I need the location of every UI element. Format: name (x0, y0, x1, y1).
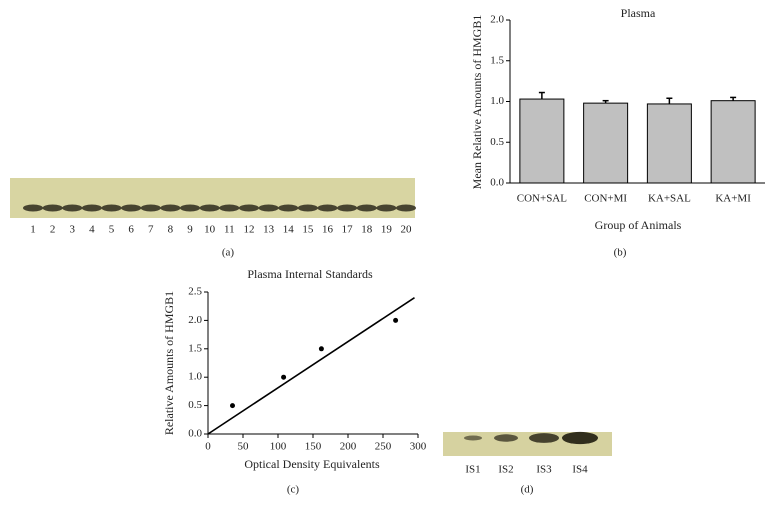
y-axis-label: Mean Relative Amounts of HMGB1 (470, 15, 484, 190)
band (23, 204, 43, 212)
lane-label: 5 (109, 224, 115, 236)
x-axis-label: Group of Animals (595, 218, 682, 232)
lane-label: IS4 (572, 464, 588, 476)
lane-label: 16 (322, 224, 334, 236)
y-tick-label: 2.0 (490, 14, 504, 26)
y-tick-label: 1.0 (490, 95, 504, 107)
y-tick-label: 2.0 (188, 314, 202, 326)
y-tick-label: 0.5 (490, 136, 504, 148)
lane-label: 4 (89, 224, 95, 236)
bar (710, 100, 756, 184)
band (238, 204, 259, 212)
band (464, 435, 482, 441)
chart-title: Plasma (621, 6, 656, 20)
x-tick-label: 100 (270, 441, 287, 453)
point (318, 346, 324, 352)
band (180, 204, 201, 212)
band (42, 204, 63, 212)
lane-label: 15 (302, 224, 314, 236)
x-tick-label: 50 (238, 441, 250, 453)
lane-label: 3 (70, 224, 76, 236)
point (281, 374, 287, 380)
band (219, 204, 240, 212)
y-tick-label: 1.0 (188, 371, 202, 383)
y-tick-label: 2.5 (188, 286, 202, 298)
trend-line (207, 297, 415, 435)
y-tick-label: 0.0 (490, 177, 504, 189)
band (81, 204, 102, 212)
band (297, 204, 318, 212)
x-tick-label: CON+MI (584, 193, 627, 205)
band (376, 204, 397, 212)
x-tick-label: 150 (305, 441, 322, 453)
x-tick-label: CON+SAL (517, 193, 567, 205)
lane-label: 10 (204, 224, 216, 236)
band (101, 204, 122, 212)
lane-label: 6 (128, 224, 134, 236)
band (160, 204, 181, 212)
lane-label: 20 (401, 224, 413, 236)
band (494, 434, 518, 442)
x-tick-label: KA+MI (715, 193, 751, 205)
band (337, 204, 358, 212)
caption: (d) (521, 484, 534, 496)
y-tick-label: 1.5 (188, 342, 202, 354)
x-tick-label: 250 (375, 441, 392, 453)
lane-label: 2 (50, 224, 56, 236)
point (393, 317, 399, 323)
lane-label: 1 (30, 224, 36, 236)
lane-label: 13 (263, 224, 275, 236)
lane-label: 7 (148, 224, 154, 236)
x-axis-label: Optical Density Equivalents (244, 457, 380, 471)
caption: (a) (222, 247, 235, 259)
band (529, 433, 559, 443)
band (140, 204, 161, 212)
lane-label: 11 (224, 224, 235, 236)
band (121, 204, 142, 212)
x-tick-label: 300 (410, 441, 427, 453)
lane-label: IS1 (465, 464, 480, 476)
band (278, 204, 299, 212)
lane-label: 8 (168, 224, 174, 236)
bar (583, 102, 629, 184)
bar (519, 98, 565, 184)
y-tick-label: 0.0 (188, 428, 202, 440)
y-tick-label: 1.5 (490, 54, 504, 66)
band (356, 204, 377, 212)
lane-label: 19 (381, 224, 393, 236)
band (62, 204, 83, 212)
lane-label: IS3 (536, 464, 552, 476)
point (230, 403, 235, 409)
band (258, 204, 279, 212)
chart-title: Plasma Internal Standards (247, 267, 373, 281)
bar (646, 103, 692, 184)
band (317, 204, 338, 212)
x-tick-label: 200 (340, 441, 357, 453)
y-tick-label: 0.5 (188, 399, 202, 411)
lane-label: 9 (187, 224, 193, 236)
lane-label: 14 (283, 224, 295, 236)
caption: (b) (614, 247, 627, 259)
y-axis-label: Relative Amounts of HMGB1 (162, 291, 176, 435)
caption: (c) (287, 484, 300, 496)
x-tick-label: KA+SAL (648, 193, 691, 205)
band (562, 431, 598, 445)
x-tick-label: 0 (205, 441, 211, 453)
blot-a (10, 178, 415, 218)
lane-label: 18 (361, 224, 373, 236)
band (199, 204, 220, 212)
lane-label: 17 (342, 224, 354, 236)
lane-label: IS2 (498, 464, 513, 476)
lane-label: 12 (243, 224, 254, 236)
band (396, 204, 416, 212)
